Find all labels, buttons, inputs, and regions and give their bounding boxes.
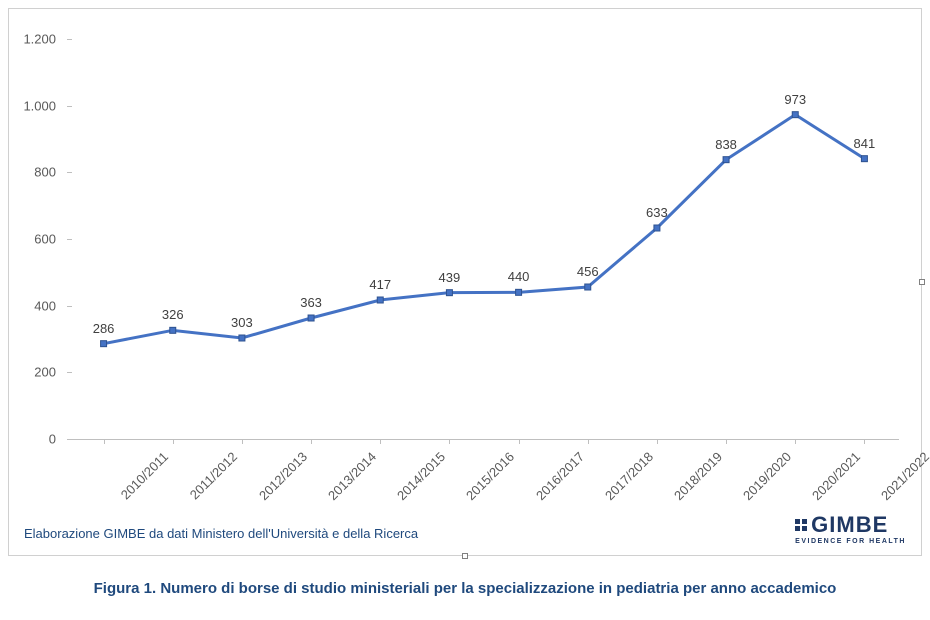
y-tick-mark xyxy=(67,106,72,107)
data-label: 363 xyxy=(300,295,322,310)
x-tick-label: 2013/2014 xyxy=(325,449,379,503)
x-axis-line xyxy=(69,439,899,440)
y-tick-label: 800 xyxy=(6,165,56,180)
data-marker xyxy=(446,290,452,296)
data-marker xyxy=(516,289,522,295)
data-marker xyxy=(723,157,729,163)
selection-handle xyxy=(462,553,468,559)
x-tick-label: 2017/2018 xyxy=(602,449,656,503)
x-tick-label: 2010/2011 xyxy=(117,449,170,502)
y-tick-mark xyxy=(67,372,72,373)
y-tick-label: 0 xyxy=(6,432,56,447)
data-label: 439 xyxy=(439,270,461,285)
data-label: 326 xyxy=(162,307,184,322)
selection-handle xyxy=(919,279,925,285)
data-label: 303 xyxy=(231,315,253,330)
data-label: 841 xyxy=(854,136,876,151)
data-marker xyxy=(377,297,383,303)
x-tick-label: 2021/2022 xyxy=(878,449,930,503)
x-tick-label: 2020/2021 xyxy=(809,449,863,503)
x-tick-label: 2016/2017 xyxy=(533,449,587,503)
data-marker xyxy=(170,327,176,333)
y-tick-mark xyxy=(67,172,72,173)
x-tick-label: 2018/2019 xyxy=(671,449,725,503)
y-tick-mark xyxy=(67,239,72,240)
y-tick-mark xyxy=(67,306,72,307)
source-text: Elaborazione GIMBE da dati Ministero del… xyxy=(24,526,418,541)
chart-frame: 0 200 400 600 800 1.000 1.200 286 326 303 363 417 4… xyxy=(8,8,922,556)
data-marker xyxy=(585,284,591,290)
data-label: 417 xyxy=(369,277,391,292)
plot-area: 286 326 303 363 417 439 440 456 633 838 973 841 xyxy=(69,39,899,439)
y-tick-label: 600 xyxy=(6,232,56,247)
x-tick-label: 2011/2012 xyxy=(186,449,239,502)
x-tick-label: 2019/2020 xyxy=(740,449,794,503)
data-marker xyxy=(861,156,867,162)
data-label: 286 xyxy=(93,321,115,336)
y-tick-label: 1.200 xyxy=(6,32,56,47)
data-label: 633 xyxy=(646,205,668,220)
y-tick-label: 200 xyxy=(6,365,56,380)
x-tick-label: 2014/2015 xyxy=(394,449,448,503)
data-label: 456 xyxy=(577,264,599,279)
data-label: 440 xyxy=(508,269,530,284)
x-tick-label: 2015/2016 xyxy=(463,449,517,503)
logo-dots-icon xyxy=(795,519,807,531)
x-tick-label: 2012/2013 xyxy=(256,449,310,503)
data-label: 838 xyxy=(715,137,737,152)
data-marker xyxy=(792,112,798,118)
gimbe-logo: GIMBE EVIDENCE FOR HEALTH xyxy=(795,512,906,545)
data-line xyxy=(104,115,865,344)
data-marker xyxy=(654,225,660,231)
x-axis: 2010/2011 2011/2012 2012/2013 2013/2014 2014… xyxy=(69,439,899,529)
y-tick-mark xyxy=(67,39,72,40)
y-tick-label: 1.000 xyxy=(6,98,56,113)
logo-sub-text: EVIDENCE FOR HEALTH xyxy=(795,538,906,545)
figure-caption: Figura 1. Numero di borse di studio mini… xyxy=(0,580,930,597)
logo-main-text: GIMBE xyxy=(811,512,888,538)
y-tick-label: 400 xyxy=(6,298,56,313)
data-label: 973 xyxy=(784,92,806,107)
data-marker xyxy=(308,315,314,321)
data-marker xyxy=(101,341,107,347)
data-marker xyxy=(239,335,245,341)
line-chart-svg xyxy=(69,39,899,439)
y-axis: 02004006008001.0001.200 xyxy=(9,39,64,439)
